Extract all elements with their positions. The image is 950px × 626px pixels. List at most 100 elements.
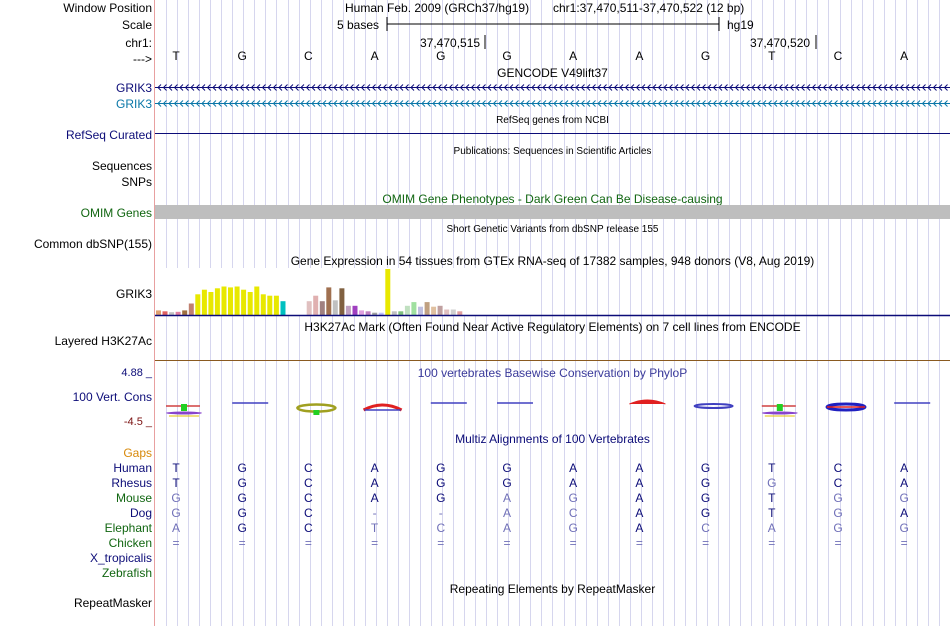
h3k27ac-signal-line[interactable] <box>155 355 950 365</box>
alignment-base: C <box>436 521 446 535</box>
strand-arrow-mark <box>514 84 519 91</box>
strand-arrow-mark <box>619 84 624 91</box>
strand-arrow-mark <box>459 84 464 91</box>
strand-arrow-mark <box>800 100 805 107</box>
alignment-base: G <box>237 506 247 520</box>
refseq-gene-line[interactable] <box>155 126 950 142</box>
gtex-grik3-label[interactable]: GRIK3 <box>115 287 152 301</box>
strand-arrow-mark <box>938 84 943 91</box>
strand-arrow-mark <box>168 84 173 91</box>
phylop-logo-mark <box>629 399 666 405</box>
strand-arrow-mark <box>734 100 739 107</box>
strand-arrow-mark <box>459 100 464 107</box>
grik3-label-1[interactable]: GRIK3 <box>115 81 152 95</box>
strand-arrow-mark <box>795 84 800 91</box>
alignment-base: G <box>767 476 777 490</box>
alignment-base: G <box>700 491 711 505</box>
strand-arrow-mark <box>894 84 899 91</box>
strand-arrow-mark <box>300 100 305 107</box>
gtex-tissue-bar <box>254 286 260 315</box>
snps-label[interactable]: SNPs <box>121 175 152 189</box>
strand-arrow-mark <box>905 84 910 91</box>
sequences-label[interactable]: Sequences <box>91 159 152 173</box>
strand-arrow-mark <box>289 100 294 107</box>
grid-line <box>861 0 863 626</box>
strand-arrow-mark <box>624 84 629 91</box>
strand-arrow-mark <box>404 84 409 91</box>
strand-arrow-mark <box>206 100 211 107</box>
vert-cons-label[interactable]: 100 Vert. Cons <box>72 390 152 404</box>
scale-label[interactable]: Scale <box>121 18 152 32</box>
strand-arrow-mark <box>492 100 497 107</box>
grid-line <box>707 0 708 626</box>
strand-arrow-mark <box>267 100 272 107</box>
strand-arrow-mark <box>784 100 789 107</box>
species-label[interactable]: Elephant <box>104 521 152 535</box>
strand-arrow-mark <box>690 100 695 107</box>
chr-label[interactable]: chr1: <box>125 36 152 50</box>
grid-line <box>607 0 609 626</box>
grik3-label-2[interactable]: GRIK3 <box>115 97 152 111</box>
strand-arrow-mark <box>652 84 657 91</box>
strand-arrow-mark <box>256 100 261 107</box>
species-label[interactable]: Mouse <box>115 491 152 505</box>
strand-arrow-mark <box>179 84 184 91</box>
strand-arrow-mark <box>426 100 431 107</box>
strand-arrow-mark <box>470 100 475 107</box>
species-label[interactable]: Zebrafish <box>101 566 152 580</box>
omim-gene-bar[interactable] <box>155 205 950 219</box>
panel-divider[interactable] <box>154 0 155 626</box>
window-position-label[interactable]: Window Position <box>63 1 152 15</box>
strand-arrow-mark <box>162 100 167 107</box>
refseq-curated-label[interactable]: RefSeq Curated <box>65 128 152 142</box>
strand-arrow-mark <box>377 84 382 91</box>
strand-arrow-mark <box>877 100 882 107</box>
strand-arrow-mark <box>635 100 640 107</box>
strand-arrow-mark <box>685 84 690 91</box>
strand-arrow-mark <box>553 84 558 91</box>
omim-genes-label[interactable]: OMIM Genes <box>80 206 152 220</box>
species-label[interactable]: Human <box>113 461 152 475</box>
strand-arrow-mark <box>245 84 250 91</box>
alignment-base: G <box>502 461 512 475</box>
phylop-logo-mark <box>181 404 187 411</box>
grid-line <box>596 0 598 626</box>
grid-line <box>883 0 885 626</box>
repeatmasker-label[interactable]: RepeatMasker <box>73 596 152 610</box>
common-dbsnp-label[interactable]: Common dbSNP(155) <box>33 237 152 251</box>
alignment-base: = <box>900 536 908 550</box>
strand-arrow-label[interactable]: ---> <box>133 52 152 66</box>
strand-arrow-mark <box>190 100 195 107</box>
strand-arrow-mark <box>349 84 354 91</box>
alignment-base: G <box>700 461 711 475</box>
strand-arrow-mark <box>641 100 646 107</box>
layered-h3k27ac-label[interactable]: Layered H3K27Ac <box>54 334 152 348</box>
alignment-base: G <box>568 491 578 505</box>
gtex-expression-chart[interactable] <box>155 268 950 317</box>
strand-arrow-mark <box>377 100 382 107</box>
species-label[interactable]: Chicken <box>108 536 152 550</box>
strand-arrow-mark <box>454 84 459 91</box>
grik3-transcripts[interactable] <box>155 80 950 110</box>
strand-arrow-mark <box>443 100 448 107</box>
species-label[interactable]: Dog <box>129 506 152 520</box>
alignment-base: A <box>767 521 776 535</box>
gtex-tissue-bar <box>332 300 338 315</box>
strand-arrow-mark <box>421 100 426 107</box>
strand-arrow-mark <box>492 84 497 91</box>
alignment-base: G <box>700 476 711 490</box>
strand-arrow-mark <box>536 100 541 107</box>
phylop-conservation-logos[interactable] <box>155 396 950 426</box>
strand-arrow-mark <box>910 100 915 107</box>
strand-arrow-mark <box>888 100 893 107</box>
track-data-area[interactable]: Human Feb. 2009 (GRCh37/hg19) chr1:37,47… <box>155 0 950 626</box>
phylop-track-title: 100 vertebrates Basewise Conservation by… <box>417 366 688 380</box>
species-label[interactable]: Rhesus <box>111 476 152 490</box>
strand-arrow-mark <box>366 84 371 91</box>
gaps-label[interactable]: Gaps <box>123 446 152 460</box>
grid-line <box>563 0 565 626</box>
strand-arrow-mark <box>316 100 321 107</box>
species-label[interactable]: X_tropicalis <box>89 551 152 565</box>
strand-arrow-mark <box>597 100 602 107</box>
strand-arrow-mark <box>778 100 783 107</box>
